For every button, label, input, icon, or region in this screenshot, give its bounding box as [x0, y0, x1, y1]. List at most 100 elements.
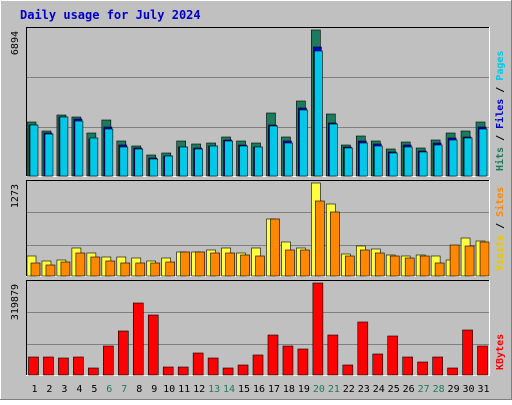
kbytes-bar [252, 354, 264, 376]
pages-bar [388, 152, 398, 177]
pages-bar [239, 145, 248, 177]
sites-bar [225, 252, 235, 277]
sites-bar [135, 262, 146, 277]
kbytes-bar [402, 356, 413, 376]
day-label: 25 [388, 384, 400, 395]
kbytes-bar [417, 361, 428, 376]
legend-kbytes: KBytes [495, 334, 506, 370]
kbytes-bar [237, 364, 249, 376]
kbytes-bar [327, 334, 339, 376]
day-label: 14 [223, 384, 235, 395]
pages-bar [418, 151, 428, 177]
sites-bar [419, 255, 430, 277]
kbytes-bar [357, 321, 369, 376]
day-label: 22 [343, 384, 355, 395]
pages-bar [179, 146, 188, 177]
day-label: 21 [328, 384, 340, 395]
pages-bar [254, 146, 263, 177]
day-label: 3 [61, 384, 67, 395]
legend-separator: / [495, 217, 506, 235]
day-label: 11 [178, 384, 190, 395]
day-label: 30 [463, 384, 475, 395]
pages-bar [314, 50, 323, 177]
kbytes-bar [297, 348, 309, 376]
sites-bar [165, 261, 176, 277]
kbytes-bar [73, 356, 84, 376]
day-label: 1 [31, 384, 37, 395]
sites-bar [330, 211, 340, 277]
kbytes-bar [342, 364, 354, 376]
day-label: 2 [46, 384, 52, 395]
sites-bar [45, 264, 56, 277]
pages-bar [209, 145, 218, 177]
day-label: 15 [238, 384, 250, 395]
kbytes-bar [312, 282, 324, 376]
pages-bar [164, 155, 174, 177]
day-label: 23 [358, 384, 370, 395]
sites-bar [30, 262, 41, 277]
day-label: 29 [448, 384, 460, 395]
kbytes-bar [222, 367, 234, 376]
sites-bar [345, 255, 355, 277]
pages-bar [358, 142, 368, 177]
y-max-label: 6894 [10, 31, 21, 55]
legend-separator: / [495, 129, 506, 147]
sites-bar [60, 261, 71, 277]
sites-bar [374, 252, 385, 277]
chart-title: Daily usage for July 2024 [20, 8, 201, 22]
day-label: 16 [253, 384, 265, 395]
pages-bar [74, 120, 84, 177]
sites-bar [315, 200, 325, 277]
day-label: 7 [121, 384, 127, 395]
kbytes-bar [372, 353, 384, 376]
pages-bar [29, 124, 39, 177]
legend-hits: Hits [494, 147, 506, 171]
kbytes-bar [207, 357, 219, 376]
pages-bar [329, 123, 338, 177]
day-label: 9 [151, 384, 157, 395]
kbytes-bar [103, 345, 114, 376]
kbytes-bar [28, 356, 39, 376]
pages-bar [269, 125, 278, 177]
day-label: 4 [76, 384, 82, 395]
pages-bar [44, 133, 54, 177]
sites-bar [389, 255, 400, 277]
kbytes-bar [177, 366, 189, 376]
panel-kbytes: 319879 KBytes [10, 280, 506, 376]
pages-bar [194, 148, 203, 177]
legend: Hits / Files / Pages [494, 51, 506, 171]
y-max-label: 319879 [10, 284, 21, 320]
kbytes-bar [387, 335, 399, 376]
legend-files: Files [494, 99, 506, 129]
kbytes-bar [132, 302, 144, 376]
day-label: 5 [91, 384, 97, 395]
pages-bar [478, 128, 488, 177]
pages-bar [284, 142, 293, 177]
pages-bar [119, 146, 129, 177]
day-label: 27 [418, 384, 430, 395]
pages-bar [463, 137, 473, 177]
sites-bar [210, 252, 220, 277]
sites-bar [255, 255, 265, 277]
day-label: 13 [208, 384, 220, 395]
sites-bar [464, 245, 475, 277]
pages-bar [373, 145, 383, 177]
legend: KBytes [495, 334, 506, 370]
pages-bar [448, 139, 458, 177]
day-label: 17 [268, 384, 280, 395]
sites-bar [359, 249, 370, 277]
sites-bar [180, 251, 190, 277]
day-label: 31 [477, 384, 489, 395]
legend-pages: Pages [495, 51, 506, 81]
pages-bar [344, 147, 353, 177]
legend-separator: / [495, 81, 506, 99]
day-label: 10 [163, 384, 175, 395]
sites-bar [195, 251, 205, 277]
pages-bar [104, 128, 114, 177]
day-label: 28 [433, 384, 445, 395]
kbytes-bar [192, 352, 204, 376]
pages-bar [299, 109, 308, 177]
sites-bar [240, 254, 250, 277]
